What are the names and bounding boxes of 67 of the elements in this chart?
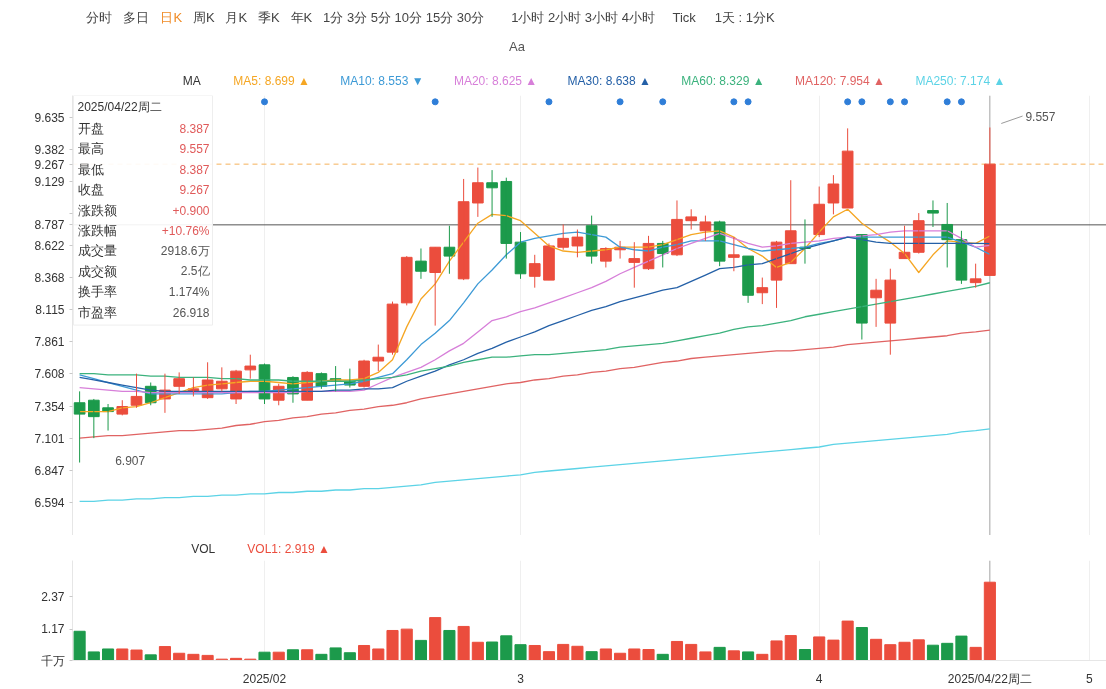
text: VOL1: 2.919 ▲ [247, 541, 330, 556]
annotation: 9.267 [179, 183, 210, 198]
annotation: 2918.6万 [160, 243, 210, 258]
y-tick-label: 8.622 [34, 239, 65, 254]
annotation: 1.174% [168, 284, 210, 299]
legend-title: VOL [191, 541, 216, 556]
y-tick-label: 6.847 [34, 463, 65, 478]
text: 周K [192, 10, 215, 25]
legend-title: MA [182, 73, 201, 88]
annotation: +10.76% [161, 223, 210, 238]
annotation: 8.387 [179, 162, 210, 177]
y-tick-label: 8.368 [34, 271, 65, 286]
annotation: 换手率 [77, 284, 117, 300]
annotation: 8.387 [179, 122, 210, 136]
y-tick-label: 9.129 [34, 175, 65, 190]
x-tick-label: 4 [815, 671, 823, 686]
text: 1天 : 1分K [714, 10, 776, 25]
text: MA10: 8.553 ▼ [340, 73, 424, 88]
text: 1分 3分 5分 10分 15分 30分 [323, 10, 485, 25]
y-tick-label: 千万 [40, 653, 65, 668]
y-tick-label: 1.17 [41, 622, 65, 637]
y-tick-label: 7.354 [34, 399, 65, 414]
annotation: 9.557 [179, 142, 210, 157]
text: 1小时 2小时 3小时 4小时 [511, 10, 655, 25]
text: Aa [509, 39, 526, 54]
text: 季K [257, 10, 280, 25]
y-tick-label: 7.608 [34, 367, 65, 382]
annotation: 最高 [77, 141, 104, 157]
annotation: 成交额 [77, 263, 117, 279]
annotation: 市盈率 [77, 304, 117, 320]
annotation: 开盘 [77, 121, 104, 136]
x-tick-label: 2025/02 [242, 671, 287, 686]
annotation: 涨跌幅 [77, 223, 117, 238]
y-tick-label: 7.861 [34, 335, 65, 350]
text: MA120: 7.954 ▲ [794, 73, 885, 88]
y-tick-label: 7.101 [34, 431, 65, 446]
text: 年K [290, 10, 313, 25]
text: MA250: 7.174 ▲ [915, 73, 1006, 88]
text: 多日 [122, 10, 149, 25]
text: 分时 [85, 10, 112, 25]
y-tick-label: 9.635 [34, 111, 65, 126]
annotation: 26.918 [172, 305, 210, 320]
annotation: 成交量 [77, 243, 117, 259]
text: Tick [672, 10, 697, 25]
text: 日K [160, 10, 183, 25]
y-tick-label: 8.115 [35, 303, 65, 318]
annotation: 最低 [77, 161, 104, 177]
text: MA5: 8.699 ▲ [233, 73, 310, 88]
ref-line-label: 8.787 [34, 218, 65, 233]
y-tick-label: 2.37 [41, 589, 65, 604]
y-tick-label: 9.382 [34, 143, 65, 158]
ref-line-label: 9.267 [34, 157, 65, 172]
annotation: 2.5亿 [180, 264, 210, 279]
x-tick-label: 5 [1086, 671, 1094, 686]
text: MA30: 8.638 ▲ [567, 73, 651, 88]
annotation: 9.557 [1025, 109, 1056, 124]
annotation: 收盘 [77, 182, 104, 198]
annotation: +0.900 [172, 203, 210, 218]
text: MA20: 8.625 ▲ [453, 73, 538, 88]
annotation: 6.907 [115, 454, 146, 469]
x-tick-label: 3 [517, 671, 525, 686]
text: MA60: 8.329 ▲ [681, 73, 765, 88]
text: 2025/04/22周二 [77, 99, 162, 114]
x-tick-label: 2025/04/22周二 [947, 671, 1032, 686]
text: 月K [225, 10, 248, 25]
annotation: 涨跌额 [77, 202, 117, 218]
y-tick-label: 6.594 [34, 495, 65, 510]
